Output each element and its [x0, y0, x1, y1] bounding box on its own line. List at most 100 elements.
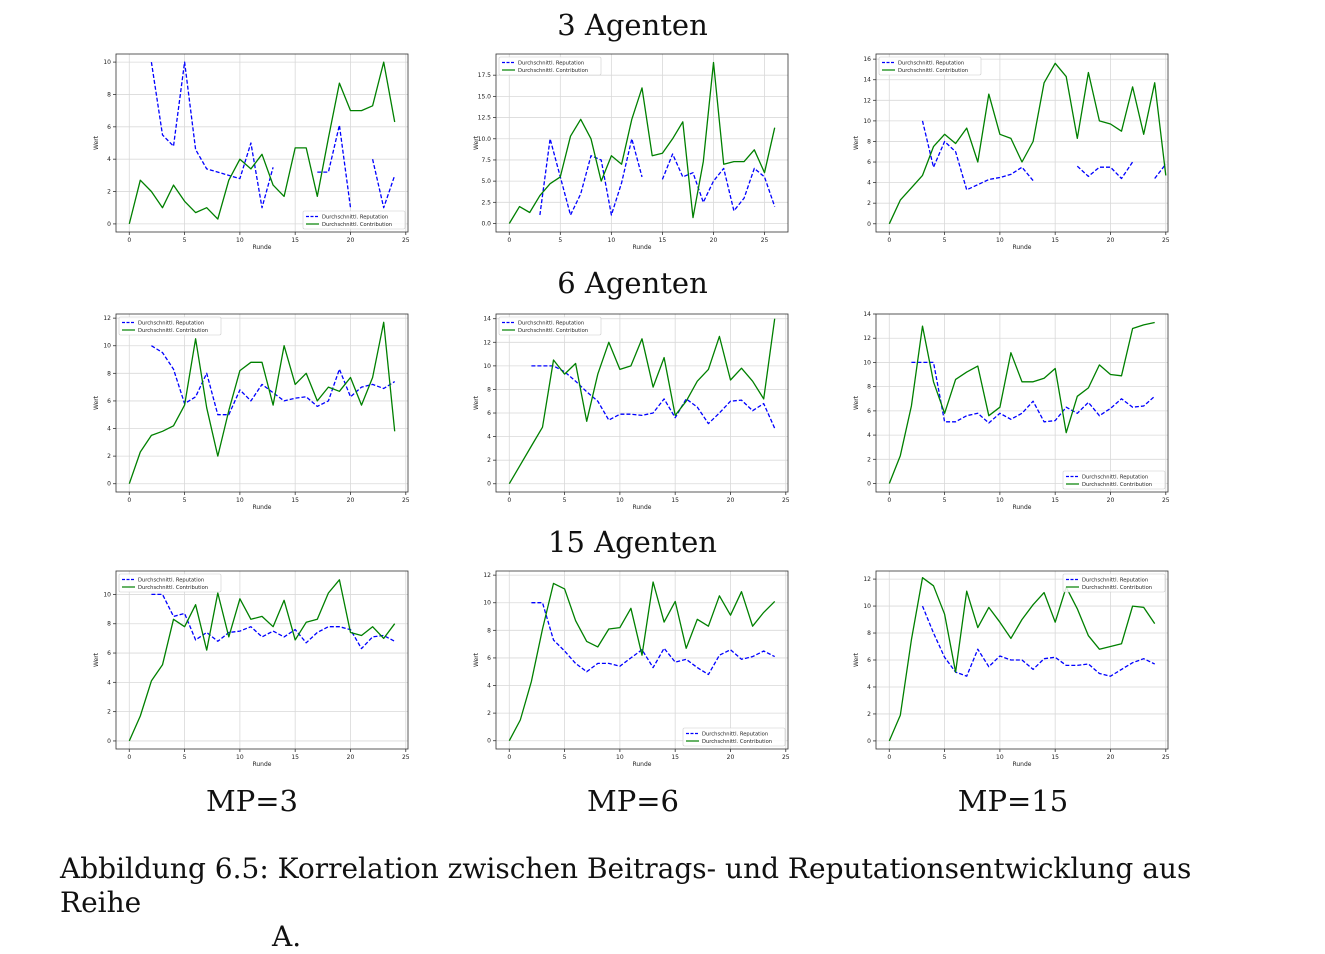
- x-axis-label: Runde: [252, 244, 271, 251]
- y-tick-label: 0: [867, 738, 871, 745]
- contribution-series-line: [508, 318, 776, 485]
- y-tick-label: 14: [863, 311, 871, 318]
- chart-6agenten-mp6-plot: 0 5 10 15 20 25 0 2 4 6 8 10 12 14 Runde Wert Durchschni…: [473, 313, 790, 511]
- column-label-mp15: MP=15: [957, 784, 1069, 818]
- x-tick-label: 5: [943, 237, 947, 244]
- x-tick-label: 0: [127, 754, 131, 761]
- chart-6agenten-mp3: 0 5 10 15 20 25 0 2 4 6 8 10 12 Runde Wert Durchschnitt…: [93, 313, 410, 511]
- contribution-series-line: [128, 321, 396, 484]
- x-tick-label: 15: [1051, 237, 1059, 244]
- legend-label: Durchschnittl. Contribution: [1082, 585, 1152, 591]
- x-tick-label: 10: [236, 497, 244, 504]
- y-tick-label: 10: [483, 363, 491, 370]
- contribution-series-line: [888, 62, 1167, 225]
- x-tick-label: 20: [1107, 754, 1115, 761]
- y-tick-label: 17.5: [478, 72, 492, 79]
- y-axis-label: Wert: [93, 652, 100, 667]
- x-tick-label: 20: [727, 497, 735, 504]
- x-tick-label: 25: [782, 497, 790, 504]
- y-tick-label: 8: [867, 384, 871, 391]
- x-tick-label: 25: [402, 754, 410, 761]
- contribution-series-line: [888, 321, 1155, 484]
- x-tick-label: 15: [291, 237, 299, 244]
- y-tick-label: 0: [487, 738, 491, 745]
- y-tick-label: 16: [863, 56, 871, 63]
- contribution-series-line: [508, 581, 776, 742]
- y-tick-label: 2: [107, 189, 111, 196]
- y-tick-label: 6: [867, 408, 871, 415]
- x-tick-label: 25: [1162, 754, 1170, 761]
- y-tick-label: 6: [867, 159, 871, 166]
- chart-6agenten-mp6: 0 5 10 15 20 25 0 2 4 6 8 10 12 14 Runde Wert Durchschni…: [473, 313, 790, 511]
- y-axis-label: Wert: [93, 395, 100, 410]
- x-tick-label: 5: [183, 754, 187, 761]
- chart-3agenten-mp3-plot: 0 5 10 15 20 25 0 2 4 6 8 10 Runde Wert Durchschnittl.…: [93, 53, 410, 251]
- x-tick-label: 0: [887, 754, 891, 761]
- y-tick-label: 2: [867, 711, 871, 718]
- reputation-series-line: [151, 593, 396, 650]
- plot-frame: [115, 53, 409, 233]
- y-axis-label: Wert: [473, 652, 480, 667]
- y-tick-label: 0: [867, 481, 871, 488]
- legend-label: Durchschnittl. Reputation: [138, 321, 204, 327]
- y-tick-label: 6: [867, 657, 871, 664]
- x-tick-label: 20: [347, 497, 355, 504]
- reputation-series-line: [921, 120, 1167, 191]
- y-tick-label: 8: [107, 91, 111, 98]
- chart-6agenten-mp15: 0 5 10 15 20 25 0 2 4 6 8 10 12 14 Runde Wert Durchschni…: [853, 311, 1170, 511]
- legend-box: [118, 316, 222, 336]
- x-tick-label: 5: [943, 497, 947, 504]
- y-tick-label: 8: [867, 138, 871, 145]
- x-tick-label: 10: [236, 754, 244, 761]
- x-tick-label: 15: [659, 237, 667, 244]
- y-tick-label: 12.5: [478, 115, 492, 122]
- reputation-series-line: [539, 138, 776, 216]
- y-tick-label: 10: [103, 591, 111, 598]
- legend-label: Durchschnittl. Contribution: [518, 68, 588, 74]
- legend-label: Durchschnittl. Reputation: [518, 321, 584, 327]
- legend-box: [302, 210, 406, 230]
- y-tick-label: 4: [107, 426, 111, 433]
- x-tick-label: 25: [782, 754, 790, 761]
- plot-frame: [495, 570, 789, 750]
- legend-box: [118, 573, 222, 593]
- chart-3agenten-mp3: 0 5 10 15 20 25 0 2 4 6 8 10 Runde Wert Durchschnittl.…: [93, 53, 410, 251]
- chart-3agenten-mp15-plot: 0 5 10 15 20 25 0 2 4 6 8 10 12 14 16 Runde Wert Durchsch…: [853, 53, 1170, 251]
- x-axis-label: Runde: [632, 244, 651, 251]
- x-axis-label: Runde: [632, 504, 651, 511]
- x-tick-label: 25: [761, 237, 769, 244]
- x-axis-label: Runde: [252, 761, 271, 768]
- legend-box: [498, 316, 602, 336]
- y-axis-label: Wert: [853, 135, 860, 150]
- y-tick-label: 12: [483, 339, 491, 346]
- column-label-mp6: MP=6: [587, 784, 679, 818]
- legend-label: Durchschnittl. Reputation: [1082, 578, 1148, 584]
- y-axis-label: Wert: [853, 395, 860, 410]
- y-tick-label: 4: [867, 180, 871, 187]
- reputation-series-line: [531, 365, 776, 429]
- chart-15agenten-mp6: 0 5 10 15 20 25 0 2 4 6 8 10 12 Runde Wert Durchschnitt…: [473, 570, 790, 768]
- x-tick-label: 25: [1162, 497, 1170, 504]
- y-tick-label: 0: [107, 221, 111, 228]
- y-tick-label: 4: [487, 434, 491, 441]
- legend-box: [878, 56, 982, 76]
- row-title-6-agenten: 6 Agenten: [557, 266, 708, 300]
- y-tick-label: 12: [863, 576, 871, 583]
- x-tick-label: 15: [671, 754, 679, 761]
- legend-label: Durchschnittl. Contribution: [322, 222, 392, 228]
- y-tick-label: 6: [107, 124, 111, 131]
- y-tick-label: 10: [863, 118, 871, 125]
- legend: Durchschnittl. ReputationDurchschnittl. …: [682, 727, 786, 747]
- legend-label: Durchschnittl. Reputation: [518, 61, 584, 67]
- y-tick-label: 10: [863, 603, 871, 610]
- row-title-15-agenten: 15 Agenten: [548, 525, 717, 559]
- legend: Durchschnittl. ReputationDurchschnittl. …: [302, 210, 406, 230]
- x-tick-label: 5: [183, 497, 187, 504]
- y-tick-label: 2: [867, 456, 871, 463]
- x-tick-label: 20: [347, 754, 355, 761]
- x-tick-label: 25: [402, 497, 410, 504]
- y-tick-label: 2: [107, 453, 111, 460]
- x-tick-label: 20: [727, 754, 735, 761]
- y-tick-label: 12: [863, 97, 871, 104]
- y-tick-label: 2: [107, 709, 111, 716]
